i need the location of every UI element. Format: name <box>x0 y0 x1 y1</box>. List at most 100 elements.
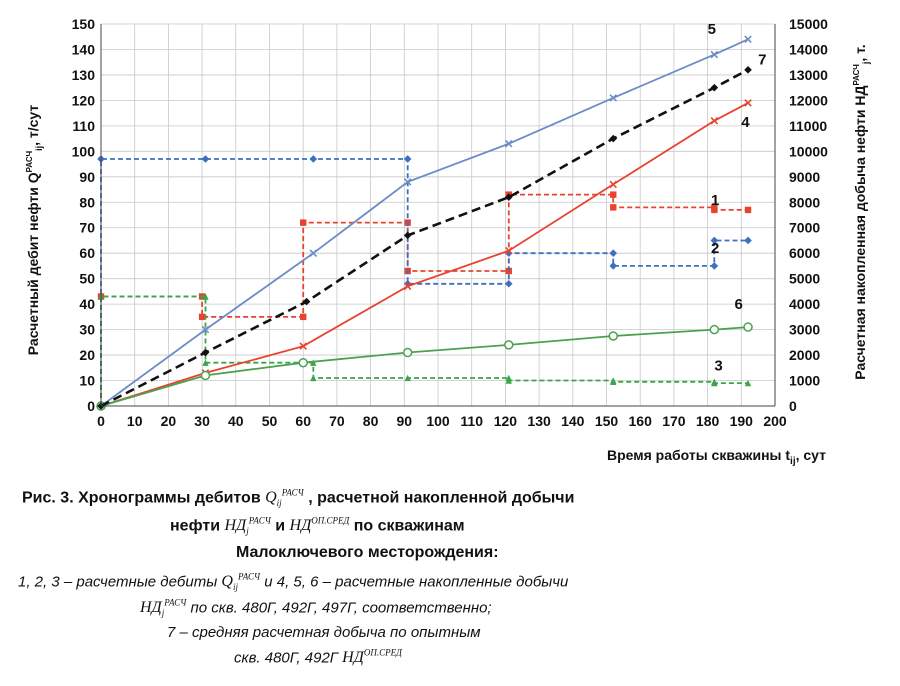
series-5 <box>97 35 752 410</box>
data-point <box>202 359 209 366</box>
x-axis-title: Время работы скважины tij, сут <box>607 447 826 467</box>
data-point <box>201 348 210 357</box>
data-point <box>711 379 718 387</box>
y-left-tick-label: 30 <box>79 322 95 338</box>
x-tick-label: 180 <box>696 413 720 429</box>
y-left-tick-label: 70 <box>79 220 95 236</box>
y-left-tick-label: 130 <box>72 67 96 83</box>
y-left-tick-label: 120 <box>72 92 96 108</box>
grid <box>100 23 776 407</box>
y-right-tick-label: 14000 <box>789 41 828 57</box>
data-point <box>744 99 752 107</box>
series-4 <box>97 99 752 410</box>
data-point <box>300 313 307 321</box>
y-right-tick-label: 15000 <box>789 16 828 32</box>
y-left-tick-label: 140 <box>72 41 96 57</box>
data-point <box>711 206 718 214</box>
x-tick-label: 60 <box>295 413 311 429</box>
data-point <box>609 249 618 257</box>
y-right-tick-label: 6000 <box>789 245 820 261</box>
x-tick-label: 160 <box>629 413 653 429</box>
caption-line-6: 7 – средняя расчетная добыча по опытным <box>167 624 481 641</box>
y-left-tick-label: 60 <box>79 245 95 261</box>
data-point <box>200 370 211 381</box>
data-point <box>309 249 318 257</box>
y-left-tick-label: 110 <box>72 118 95 134</box>
data-point <box>710 236 719 245</box>
series-label-1: 1 <box>711 192 719 209</box>
data-point <box>710 83 719 92</box>
series-label-2: 2 <box>711 240 719 257</box>
data-point <box>610 191 617 198</box>
y-left-tick-label: 150 <box>72 16 96 32</box>
data-point <box>710 117 719 125</box>
x-tick-label: 170 <box>662 413 686 429</box>
caption-line-4: 1, 2, 3 – расчетные дебиты QijРАСЧ и 4, … <box>18 572 569 593</box>
data-point <box>609 180 618 189</box>
caption-line-1: Рис. 3. Хронограммы дебитов QijРАСЧ , ра… <box>22 488 574 509</box>
x-tick-label: 130 <box>527 413 551 429</box>
x-tick-label: 40 <box>228 413 244 429</box>
data-point <box>504 279 513 288</box>
series-layer <box>96 35 753 411</box>
data-point <box>198 313 206 321</box>
data-point <box>710 262 719 270</box>
y-right-tick-label: 11000 <box>789 118 827 134</box>
data-point <box>744 379 752 387</box>
data-point <box>403 155 412 163</box>
series-line-3 <box>100 295 748 406</box>
data-point <box>504 193 513 201</box>
y-left-tick-label: 40 <box>79 296 95 312</box>
chart: 0 10 20 30 40 50 60 70 80 90 100 110 120 130 140 150 160… <box>25 16 871 467</box>
series-7 <box>97 66 752 410</box>
series-line-1 <box>100 193 748 406</box>
axes <box>100 24 776 407</box>
series-line-7 <box>100 68 749 408</box>
y-right-tick-label: 9000 <box>789 169 820 185</box>
data-point <box>608 331 618 341</box>
x-tick-label: 30 <box>194 413 210 429</box>
series-line-5 <box>100 38 749 407</box>
y-left-axis-title: Расчетный дебит нефти QРАСЧij, т/сут <box>25 105 44 356</box>
data-point <box>201 325 210 334</box>
caption-line-5: НДjРАСЧ по скв. 480Г, 492Г, 497Г, соотве… <box>140 598 492 619</box>
x-tick-label: 20 <box>161 413 177 429</box>
x-tick-label: 190 <box>730 413 754 429</box>
x-tick-label: 0 <box>97 413 105 429</box>
data-point <box>609 262 618 270</box>
caption-symbol: QijРАСЧ <box>265 488 304 509</box>
y-right-tick-label: 1000 <box>789 373 820 389</box>
series-label-6: 6 <box>735 296 743 313</box>
data-point <box>402 347 413 358</box>
y-right-tick-label: 13000 <box>789 67 828 83</box>
y-right-axis-title: Расчетная накопленная добыча нефти НДРАС… <box>852 44 871 379</box>
data-point <box>404 374 411 382</box>
series-label-4: 4 <box>741 114 750 131</box>
caption-line-2: нефти НДjРАСЧ и НДОП.СРЕД по скважинам <box>170 516 465 537</box>
y-right-tick-label: 4000 <box>789 296 820 312</box>
data-point <box>609 94 618 102</box>
x-tick-label: 80 <box>363 413 379 429</box>
y-right-tick-label: 7000 <box>789 220 820 236</box>
data-point <box>744 35 752 44</box>
data-point <box>610 378 617 386</box>
data-point <box>300 219 307 226</box>
tick-labels: 0 10 20 30 40 50 60 70 80 90 100 110 120 130 140 150 160… <box>72 16 829 429</box>
caption-line-7: скв. 480Г, 492Г НДОП.СРЕД <box>234 648 402 667</box>
series-labels: 1 2 3 4 5 6 7 <box>708 21 767 374</box>
series-6 <box>96 322 753 411</box>
x-tick-label: 140 <box>561 413 585 429</box>
y-right-tick-label: 10000 <box>789 143 828 159</box>
series-label-5: 5 <box>708 21 716 38</box>
data-point <box>309 155 318 163</box>
data-point <box>310 359 317 366</box>
y-left-tick-label: 90 <box>79 169 95 185</box>
data-point <box>403 282 412 291</box>
data-point <box>403 231 412 240</box>
caption-text: , расчетной накопленной добычи <box>303 489 575 507</box>
y-left-tick-label: 50 <box>79 271 95 287</box>
series-line-2 <box>100 158 748 406</box>
y-right-tick-label: 5000 <box>789 271 820 287</box>
data-point <box>504 340 514 350</box>
data-point <box>709 324 720 335</box>
